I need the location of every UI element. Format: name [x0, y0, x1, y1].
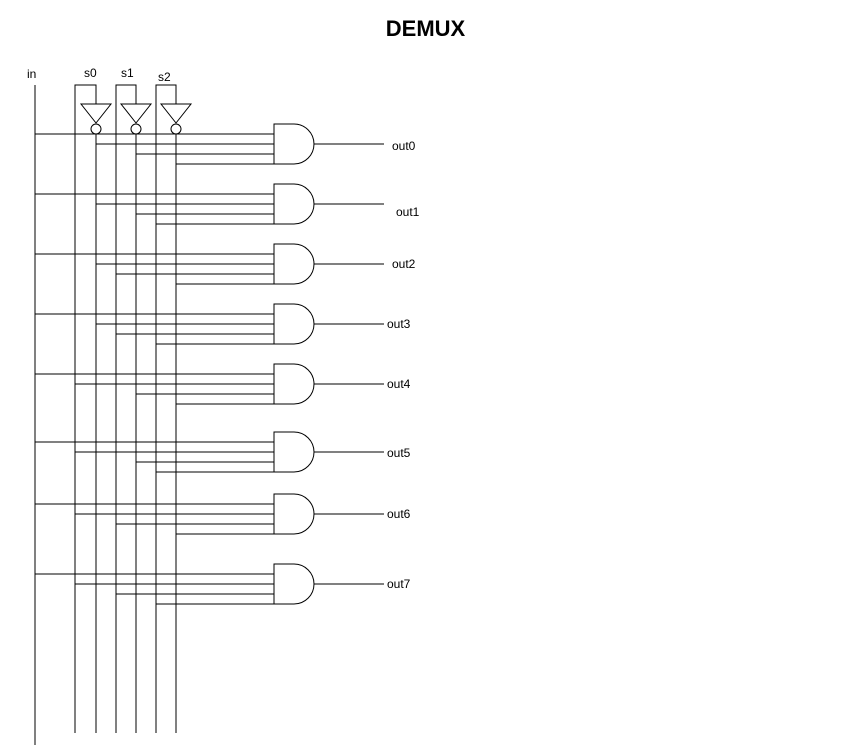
output-label-out0: out0 — [392, 139, 416, 153]
s0-not-gate-icon — [79, 103, 113, 124]
and-gate-2-icon — [273, 243, 315, 285]
and-gate-7-icon — [273, 563, 315, 605]
s0-inversion-bubble-icon — [90, 123, 102, 135]
and-gate-1-icon — [273, 183, 315, 225]
s1-inverter-feed — [115, 84, 137, 104]
output-label-out5: out5 — [387, 446, 411, 460]
input-label-s1: s1 — [121, 66, 134, 80]
and-gate-5-icon — [273, 431, 315, 473]
input-label-in: in — [27, 67, 37, 81]
output-label-out3: out3 — [387, 317, 411, 331]
s2-not-gate-icon — [159, 103, 193, 124]
and-gate-4-icon — [273, 363, 315, 405]
and-gate-6-icon — [273, 493, 315, 535]
and-gate-3-icon — [273, 303, 315, 345]
and-gate-0-icon — [273, 123, 315, 165]
output-label-out4: out4 — [387, 377, 411, 391]
s1-not-gate-icon — [119, 103, 153, 124]
diagram-title: DEMUX — [385, 16, 466, 41]
s2-inverter-feed — [155, 84, 177, 104]
output-label-out6: out6 — [387, 507, 411, 521]
input-label-s0: s0 — [84, 66, 97, 80]
s2-inversion-bubble-icon — [170, 123, 182, 135]
output-label-out1: out1 — [396, 205, 420, 219]
s0-inverter-feed — [74, 84, 97, 104]
input-label-s2: s2 — [158, 70, 171, 84]
output-label-out7: out7 — [387, 577, 411, 591]
output-label-out2: out2 — [392, 257, 416, 271]
s1-inversion-bubble-icon — [130, 123, 142, 135]
